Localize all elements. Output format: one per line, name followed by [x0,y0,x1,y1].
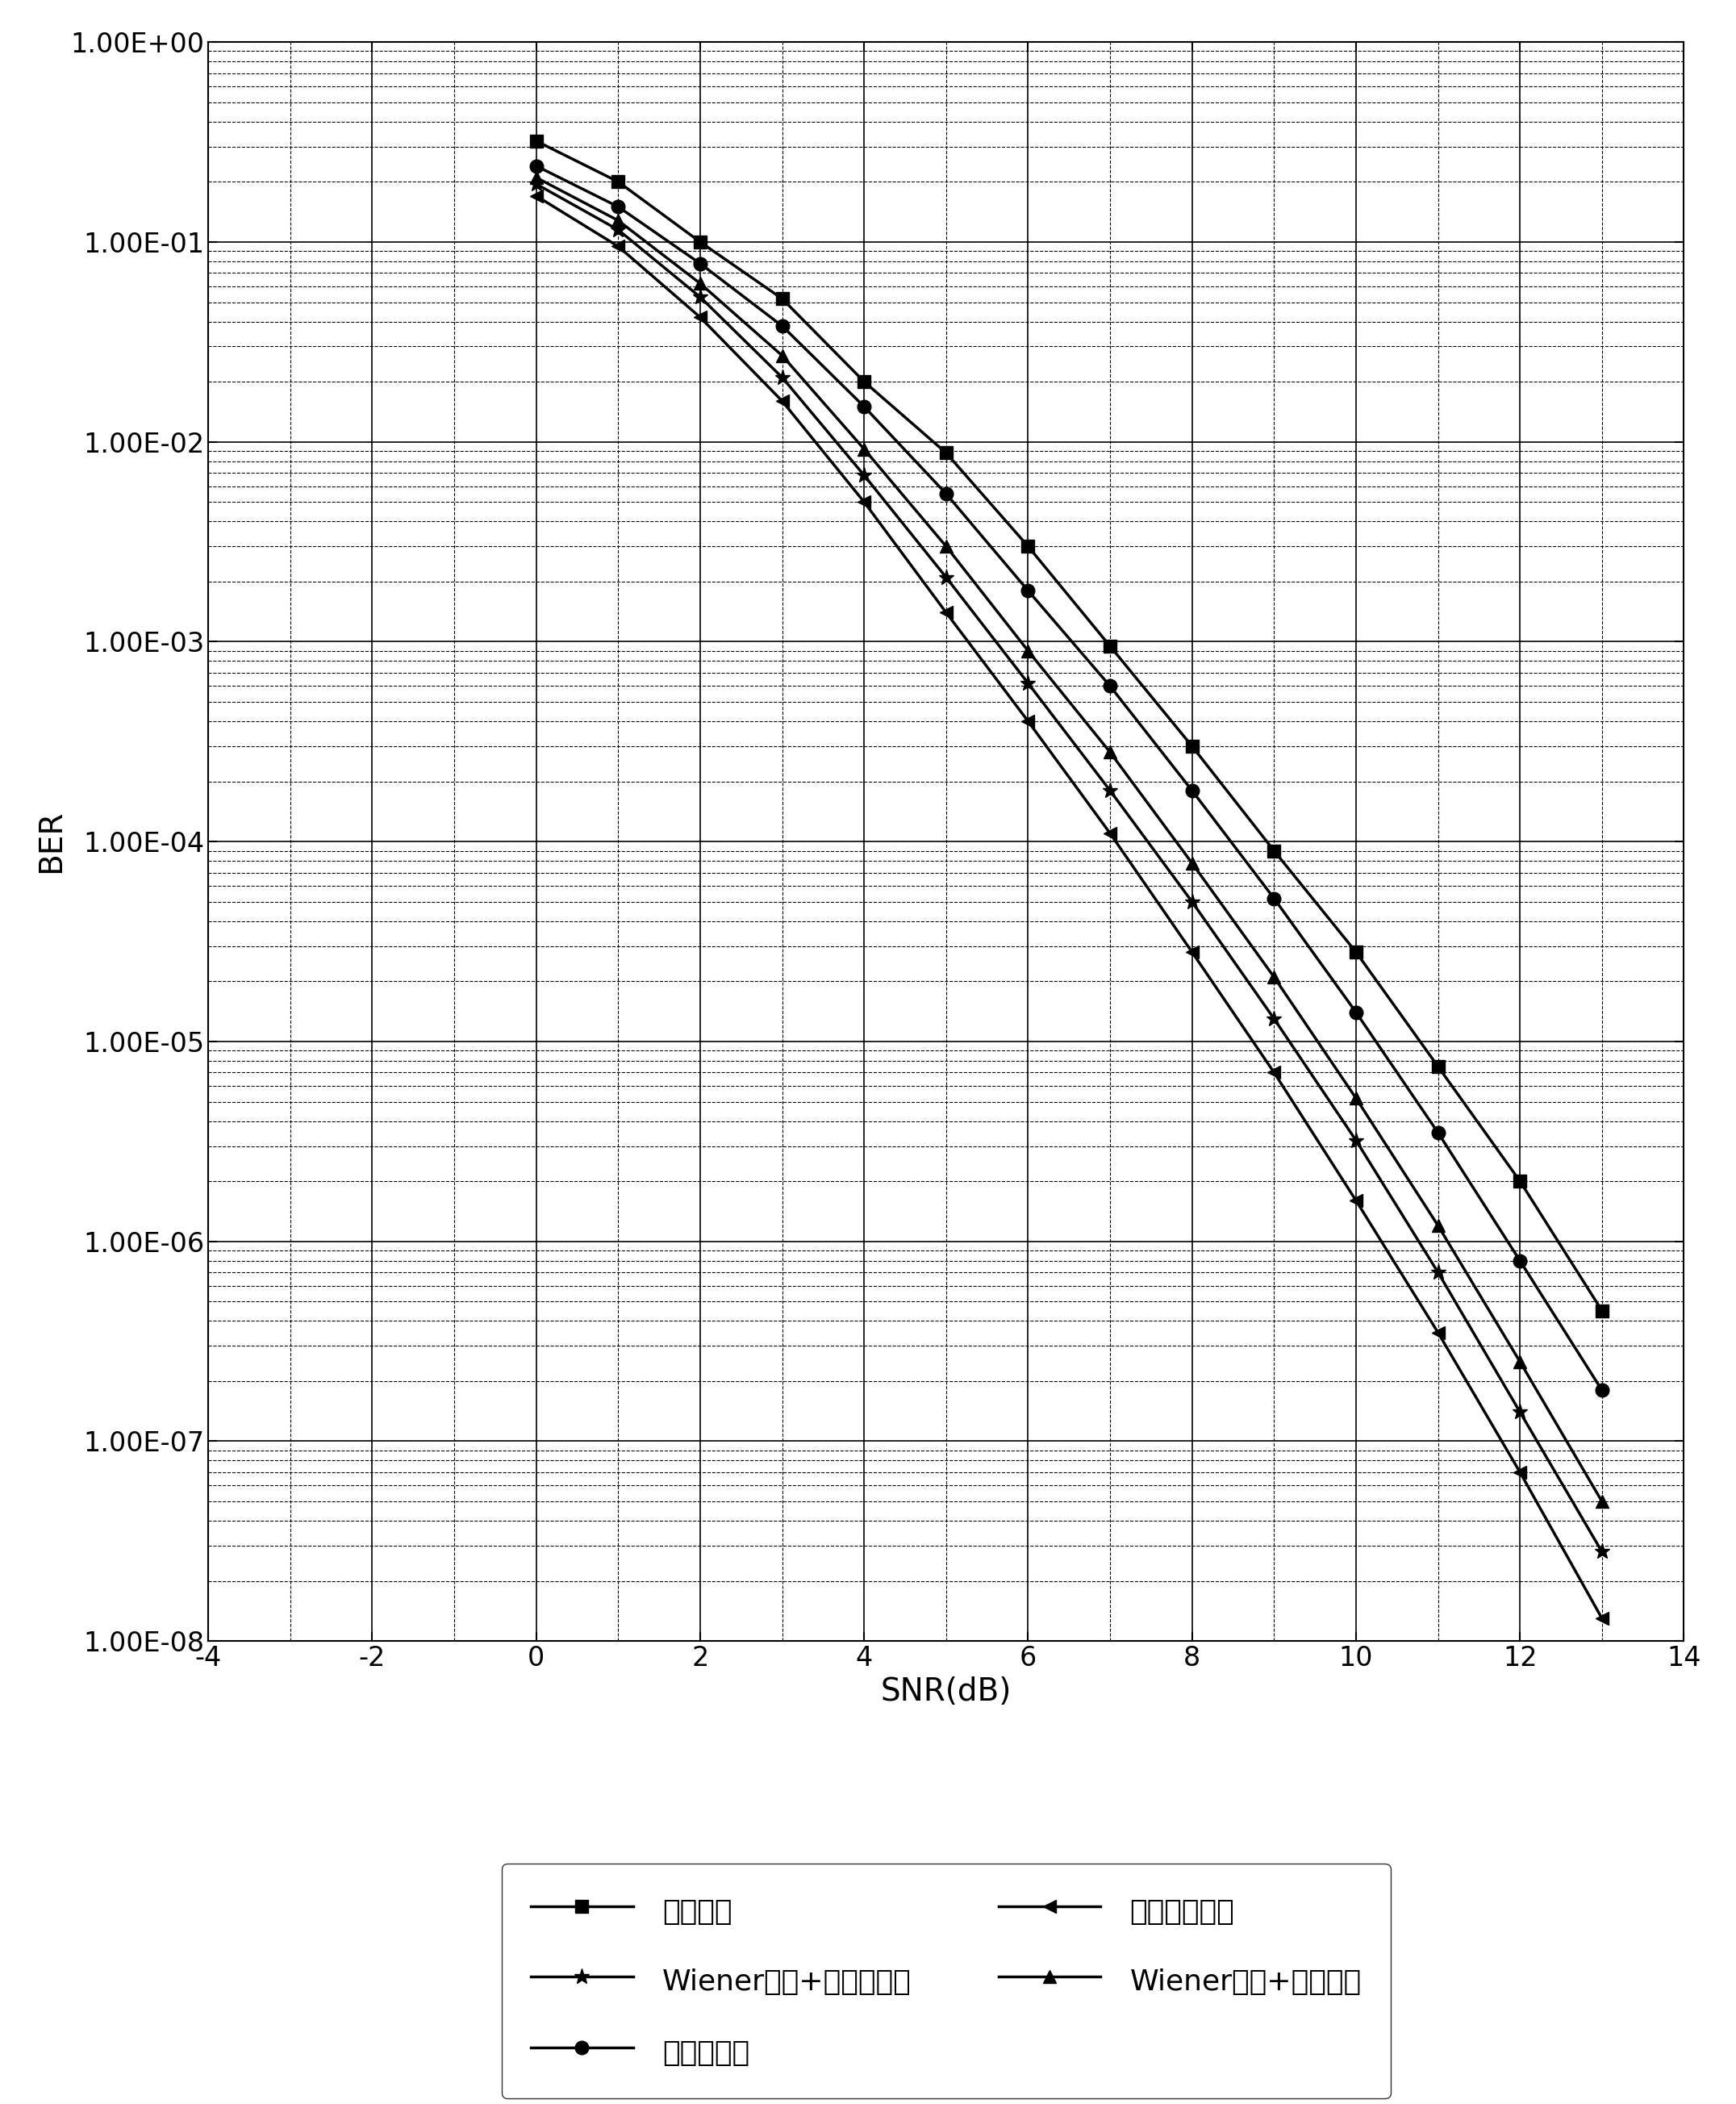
Wiener滤波+线性插値 [1099,741,1120,766]
Wiener滤波+线性插値 [608,208,628,234]
Wiener滤波+线性插値 [1427,1212,1448,1237]
Wiener滤波+变换域估计 [689,284,710,309]
Wiener滤波+线性插値 [936,534,957,560]
变换域估计 [1099,673,1120,699]
理想信道估计 [854,490,875,515]
理想信道估计 [1017,709,1038,734]
Wiener滤波+变换域估计 [526,170,547,196]
Line: Wiener滤波+线性插値: Wiener滤波+线性插値 [529,170,1609,1509]
理想信道估计 [608,234,628,259]
变换域估计 [773,313,793,339]
变换域估计 [936,482,957,507]
Wiener滤波+线性插値 [1345,1086,1366,1111]
变换域估计 [1345,999,1366,1025]
Wiener滤波+线性插値 [773,343,793,368]
变换域估计 [1182,778,1203,804]
Wiener滤波+变换域估计 [1345,1128,1366,1153]
线性插値 [608,168,628,194]
理想信道估计 [936,600,957,625]
理想信道估计 [689,305,710,330]
理想信道估计 [1345,1189,1366,1214]
Wiener滤波+线性插値 [1264,964,1285,989]
Wiener滤波+线性插値 [1182,850,1203,875]
Wiener滤波+变换域估计 [1592,1540,1613,1565]
Y-axis label: BER: BER [35,810,66,873]
线性插値 [1427,1054,1448,1079]
线性插値 [773,286,793,311]
Wiener滤波+变换域估计 [1182,890,1203,915]
Legend: 线性插値, Wiener滤波+变换域估计, 变换域估计, 理想信道估计, Wiener滤波+线性插値: 线性插値, Wiener滤波+变换域估计, 变换域估计, 理想信道估计, Wie… [502,1864,1391,2098]
Wiener滤波+线性插値 [689,271,710,297]
Wiener滤波+变换域估计 [936,564,957,589]
线性插値 [1264,837,1285,863]
Wiener滤波+变换域估计 [1510,1399,1531,1424]
Wiener滤波+变换域估计 [1427,1260,1448,1286]
理想信道估计 [1182,940,1203,966]
变换域估计 [854,393,875,419]
理想信道估计 [1099,821,1120,846]
Line: 线性插値: 线性插値 [529,135,1609,1317]
Wiener滤波+变换域估计 [608,217,628,242]
X-axis label: SNR(dB): SNR(dB) [880,1677,1012,1706]
Wiener滤波+变换域估计 [773,364,793,389]
Line: 变换域估计: 变换域估计 [529,160,1609,1397]
线性插値 [1345,940,1366,966]
线性插値 [1099,633,1120,659]
线性插値 [1510,1168,1531,1193]
变换域估计 [689,250,710,276]
线性插値 [854,368,875,393]
理想信道估计 [773,389,793,414]
线性插値 [1182,734,1203,760]
Wiener滤波+线性插値 [1017,638,1038,663]
理想信道估计 [1427,1319,1448,1344]
Line: Wiener滤波+变换域估计: Wiener滤波+变换域估计 [528,177,1609,1559]
线性插値 [689,229,710,255]
理想信道估计 [526,183,547,208]
Wiener滤波+线性插値 [526,164,547,189]
Wiener滤波+线性插値 [1510,1349,1531,1374]
Wiener滤波+变换域估计 [1099,778,1120,804]
变换域估计 [1017,579,1038,604]
线性插値 [1592,1298,1613,1323]
Wiener滤波+线性插値 [854,436,875,461]
Line: 理想信道估计: 理想信道估计 [529,189,1609,1624]
线性插値 [1017,534,1038,560]
变换域估计 [1592,1378,1613,1403]
变换域估计 [608,194,628,219]
变换域估计 [1427,1119,1448,1145]
Wiener滤波+变换域估计 [854,463,875,488]
理想信道估计 [1592,1605,1613,1631]
线性插値 [936,440,957,465]
Wiener滤波+线性插値 [1592,1490,1613,1515]
变换域估计 [1264,886,1285,911]
Wiener滤波+变换域估计 [1017,671,1038,696]
变换域估计 [1510,1248,1531,1273]
理想信道估计 [1264,1060,1285,1086]
线性插値 [526,128,547,154]
Wiener滤波+变换域估计 [1264,1006,1285,1031]
变换域估计 [526,154,547,179]
理想信道估计 [1510,1460,1531,1485]
